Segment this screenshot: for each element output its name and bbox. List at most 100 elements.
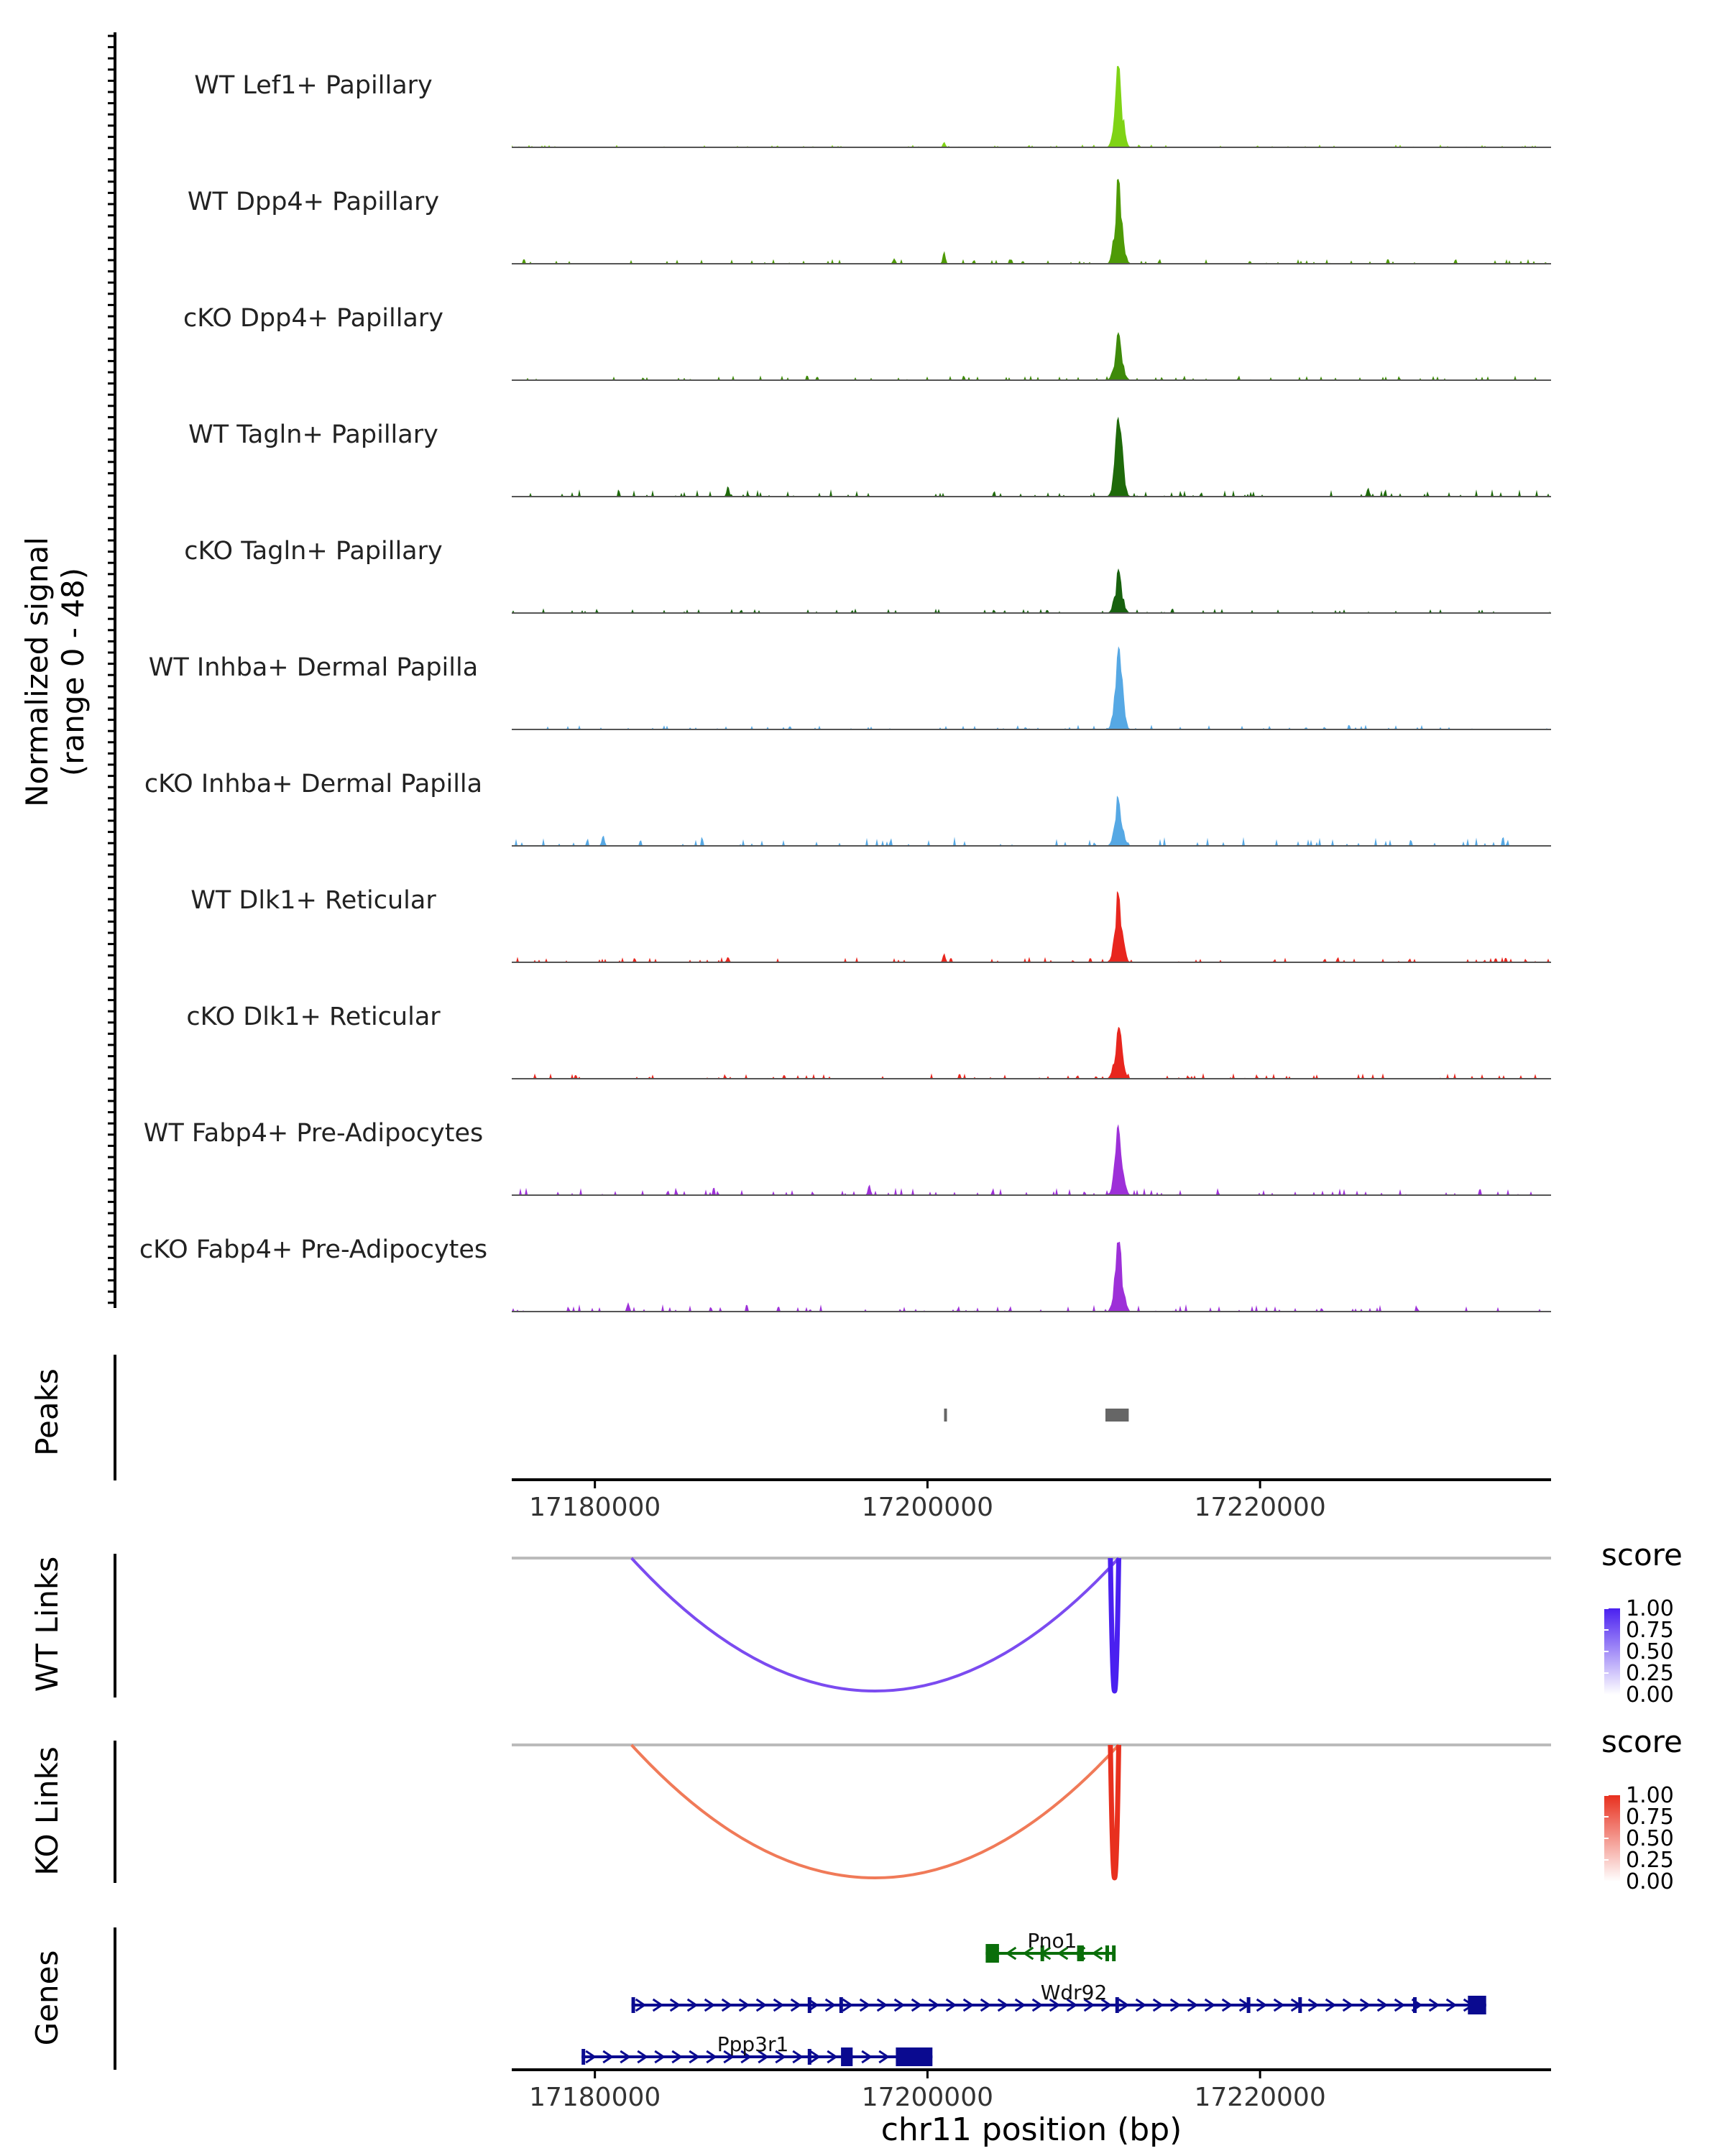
strand-chevron xyxy=(1256,1998,1268,2012)
coverage-track: cKO Tagln+ Papillary xyxy=(184,537,1551,614)
strand-chevron xyxy=(740,2050,752,2064)
strand-chevron xyxy=(1083,1998,1095,2012)
x-tick-label: 17220000 xyxy=(1195,1493,1326,1522)
coverage-track-label: cKO Dlk1+ Reticular xyxy=(186,1003,441,1031)
gene-model: Ppp3r1 xyxy=(581,2032,933,2066)
ko-links-ylabel: KO Links xyxy=(29,1746,65,1876)
strand-chevron xyxy=(1100,1998,1113,2012)
strand-chevron xyxy=(706,2050,717,2064)
strand-chevron xyxy=(928,1998,940,2012)
strand-chevron xyxy=(1325,1998,1337,2012)
coverage-track-label: cKO Tagln+ Papillary xyxy=(184,537,443,566)
strand-chevron xyxy=(824,1998,837,2012)
coverage-area xyxy=(512,1026,1551,1079)
gene-exon xyxy=(1246,1997,1251,2013)
strand-chevron xyxy=(1005,1946,1017,1961)
genes-x-ticks: 17180000 17200000 17220000 xyxy=(529,2070,1326,2112)
strand-chevron xyxy=(1445,1998,1458,2012)
gene-exon xyxy=(1040,1945,1044,1961)
strand-chevron xyxy=(652,1998,664,2012)
gene-model: Wdr92 xyxy=(631,1981,1486,2014)
coverage-track: cKO Dlk1+ Reticular xyxy=(186,1003,1551,1079)
coverage-track: WT Fabp4+ Pre-Adipocytes xyxy=(144,1119,1551,1196)
coverage-area xyxy=(512,416,1551,497)
strand-chevron xyxy=(1049,1998,1061,2012)
legend-tick-label: 0.50 xyxy=(1626,1639,1674,1664)
strand-chevron xyxy=(842,1998,854,2012)
strand-chevron xyxy=(827,2050,838,2064)
legend-title: score xyxy=(1601,1537,1683,1572)
genes-track: Pno1 Wdr92 Ppp3r1 xyxy=(581,1929,1486,2066)
gene-label: Wdr92 xyxy=(1041,1981,1108,2004)
gene-exon xyxy=(1112,1945,1116,1961)
strand-chevron xyxy=(1394,1998,1406,2012)
legend-tick-label: 0.25 xyxy=(1626,1848,1674,1873)
coverage-ylabel-line1: Normalized signal xyxy=(19,537,55,807)
strand-chevron xyxy=(773,1998,785,2012)
strand-chevron xyxy=(997,1998,1009,2012)
coverage-area xyxy=(512,646,1551,729)
peak-region xyxy=(1105,1409,1129,1422)
strand-chevron xyxy=(637,2050,648,2064)
x-tick-label: 17220000 xyxy=(1195,2083,1326,2112)
peak-region xyxy=(944,1409,947,1422)
strand-chevron xyxy=(738,1998,750,2012)
strand-chevron xyxy=(790,1998,802,2012)
strand-chevron xyxy=(671,2050,683,2064)
strand-chevron xyxy=(809,2050,821,2064)
coverage-area xyxy=(512,796,1551,846)
legend-tick-label: 0.00 xyxy=(1626,1682,1674,1708)
gene-exon xyxy=(985,1944,999,1963)
coverage-track-label: WT Tagln+ Papillary xyxy=(188,420,438,449)
coverage-track-label: WT Inhba+ Dermal Papilla xyxy=(149,653,478,682)
coverage-track-label: WT Lef1+ Papillary xyxy=(194,71,433,100)
strand-chevron xyxy=(602,2050,614,2064)
genes-ylabel: Genes xyxy=(29,1950,65,2046)
strand-chevron xyxy=(859,1998,871,2012)
link-arc xyxy=(630,1557,1120,1692)
strand-chevron xyxy=(861,2050,873,2064)
coverage-area xyxy=(512,332,1551,380)
strand-chevron xyxy=(704,1998,716,2012)
coverage-track: WT Dlk1+ Reticular xyxy=(190,886,1551,963)
links-tracks: score1.000.750.500.250.00score1.000.750.… xyxy=(512,1537,1683,1894)
strand-chevron xyxy=(620,2050,631,2064)
strand-chevron xyxy=(1169,1998,1182,2012)
gene-exon xyxy=(1468,1996,1486,2014)
strand-chevron xyxy=(1187,1998,1199,2012)
coverage-tracks: WT Lef1+ Papillary WT Dpp4+ Papillary cKO … xyxy=(139,65,1551,1312)
strand-chevron xyxy=(1221,1998,1233,2012)
strand-chevron xyxy=(1031,1998,1044,2012)
strand-chevron xyxy=(1204,1998,1216,2012)
gene-label: Pno1 xyxy=(1027,1929,1077,1953)
strand-chevron xyxy=(962,1998,975,2012)
strand-chevron xyxy=(755,1998,768,2012)
gene-exon xyxy=(1298,1997,1302,2013)
coverage-track-label: cKO Dpp4+ Papillary xyxy=(183,304,443,333)
coverage-track-label: cKO Inhba+ Dermal Papilla xyxy=(144,770,482,798)
coverage-area xyxy=(512,65,1551,147)
strand-chevron xyxy=(1359,1998,1371,2012)
strand-chevron xyxy=(1152,1998,1164,2012)
peaks-track xyxy=(944,1409,1129,1422)
gene-exon xyxy=(839,1997,843,2013)
strand-chevron xyxy=(980,1998,992,2012)
coverage-ylabel-line2: (range 0 - 48) xyxy=(55,568,91,776)
strand-chevron xyxy=(1066,1998,1078,2012)
strand-chevron xyxy=(1091,1946,1103,1961)
strand-chevron xyxy=(878,2050,890,2064)
legend-tick-label: 0.25 xyxy=(1626,1661,1674,1686)
x-axis-title: chr11 position (bp) xyxy=(881,2111,1182,2148)
link-arc xyxy=(630,1743,1120,1879)
strand-chevron xyxy=(893,1998,906,2012)
coverage-y-ticks xyxy=(108,34,115,1304)
strand-chevron xyxy=(1307,1998,1320,2012)
coverage-track: WT Inhba+ Dermal Papilla xyxy=(149,646,1551,730)
links-panel: score 1.000.750.500.250.00 xyxy=(512,1537,1683,1708)
strand-chevron xyxy=(654,2050,666,2064)
coverage-track-label: cKO Fabp4+ Pre-Adipocytes xyxy=(139,1235,487,1264)
peaks-x-ticks: 17180000 17200000 17220000 xyxy=(529,1480,1326,1522)
link-arc xyxy=(1108,1557,1121,1694)
gene-exon xyxy=(807,1997,811,2013)
